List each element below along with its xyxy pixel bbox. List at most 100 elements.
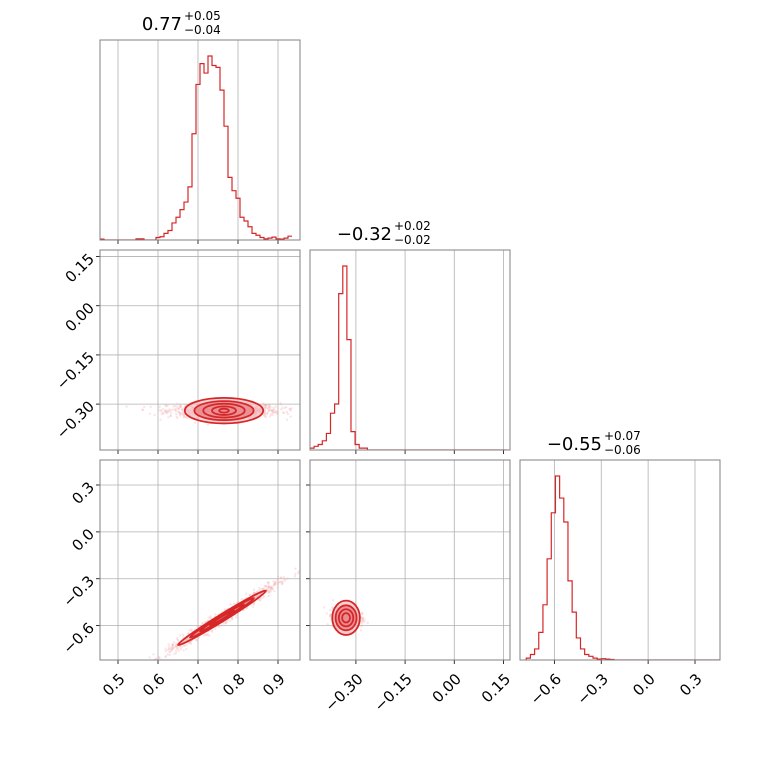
panel-frame: [99, 39, 301, 241]
scatter-point: [190, 629, 193, 632]
scatter-point: [229, 603, 232, 606]
scatter-point: [180, 408, 184, 412]
scatter-point: [279, 403, 283, 406]
scatter-point: [188, 629, 191, 632]
scatter-point: [285, 405, 288, 409]
scatter-point: [271, 588, 274, 591]
scatter-point: [167, 416, 170, 419]
scatter-point: [267, 403, 270, 407]
scatter-point: [170, 648, 173, 652]
scatter-point: [253, 591, 256, 595]
scatter-point: [288, 408, 292, 411]
scatter-point: [177, 410, 181, 413]
scatter-point: [280, 582, 284, 586]
scatter-point: [164, 647, 167, 650]
panel-title-value: 0.77: [142, 14, 182, 35]
scatter-point: [286, 577, 289, 580]
scatter-point: [272, 584, 275, 587]
scatter-point: [269, 590, 273, 593]
scatter-point: [148, 656, 151, 659]
scatter-point: [262, 403, 265, 407]
scatter-point: [137, 665, 139, 667]
contour-level: [202, 402, 246, 419]
scatter-point: [272, 406, 275, 409]
scatter-point: [171, 643, 175, 646]
scatter-point: [193, 421, 197, 424]
scatter-point: [161, 412, 165, 415]
panel-frame: [99, 249, 301, 451]
scatter-point: [172, 641, 176, 644]
scatter-point: [296, 571, 300, 575]
scatter-point: [159, 408, 163, 412]
scatter-point: [170, 648, 173, 652]
scatter-point: [274, 405, 278, 408]
scatter-point: [257, 586, 261, 590]
frame-layer: [96, 39, 721, 664]
scatter-point: [279, 580, 282, 584]
x-tick-label: −0.6: [527, 670, 565, 708]
scatter-point: [165, 411, 169, 415]
scatter-point: [157, 656, 161, 659]
x-tick-label: 0.3: [676, 670, 706, 700]
scatter-point: [180, 412, 183, 415]
scatter-point: [169, 414, 172, 418]
scatter-point: [177, 639, 180, 642]
scatter-point: [244, 592, 248, 595]
scatter-point: [211, 629, 214, 632]
scatter-point: [279, 576, 283, 580]
scatter-point: [273, 581, 277, 585]
scatter-point: [266, 585, 269, 588]
scatter-point: [360, 622, 364, 625]
contour-level: [189, 597, 255, 639]
scatter-point: [182, 412, 185, 415]
scatter-point: [178, 411, 181, 415]
scatter-point: [224, 621, 227, 625]
scatter-point: [271, 587, 274, 591]
scatter-point: [276, 581, 279, 584]
scatter-point: [267, 410, 270, 414]
scatter-point: [177, 410, 180, 414]
scatter-point: [300, 410, 302, 412]
scatter-point: [181, 413, 185, 417]
scatter-point: [164, 655, 167, 659]
scatter-point: [326, 623, 329, 626]
scatter-point: [165, 405, 168, 408]
scatter-point: [141, 408, 145, 412]
scatter-point: [180, 645, 184, 648]
scatter-point: [265, 412, 269, 415]
scatter-point: [269, 585, 273, 589]
scatter-point: [149, 405, 152, 409]
scatter-point: [171, 643, 174, 646]
scatter-point: [168, 648, 171, 651]
scatter-point: [158, 656, 161, 660]
scatter-point: [169, 414, 172, 418]
scatter-point: [262, 404, 265, 407]
scatter-point: [182, 416, 185, 419]
scatter-point: [125, 405, 128, 408]
scatter-point: [152, 653, 155, 656]
scatter-point: [272, 583, 276, 586]
scatter-point: [276, 411, 280, 415]
scatter-point: [361, 616, 364, 620]
scatter-point: [294, 567, 297, 570]
x-tick-label: 0.0: [629, 670, 659, 700]
scatter-point: [268, 589, 272, 592]
scatter-point: [360, 611, 363, 615]
scatter-point: [185, 647, 188, 651]
data-layer: [100, 55, 720, 668]
scatter-point: [160, 410, 163, 413]
scatter-point: [264, 404, 268, 407]
grid-layer: [100, 40, 696, 660]
scatter-point: [252, 588, 256, 592]
scatter-point: [359, 629, 363, 632]
scatter-point: [164, 649, 167, 653]
scatter-point: [168, 408, 171, 411]
scatter-point: [146, 666, 148, 668]
scatter-point: [167, 643, 170, 646]
scatter-point: [222, 622, 226, 625]
scatter-point: [175, 415, 178, 418]
scatter-point: [240, 597, 243, 601]
scatter-point: [258, 589, 262, 592]
scatter-point: [178, 404, 181, 407]
